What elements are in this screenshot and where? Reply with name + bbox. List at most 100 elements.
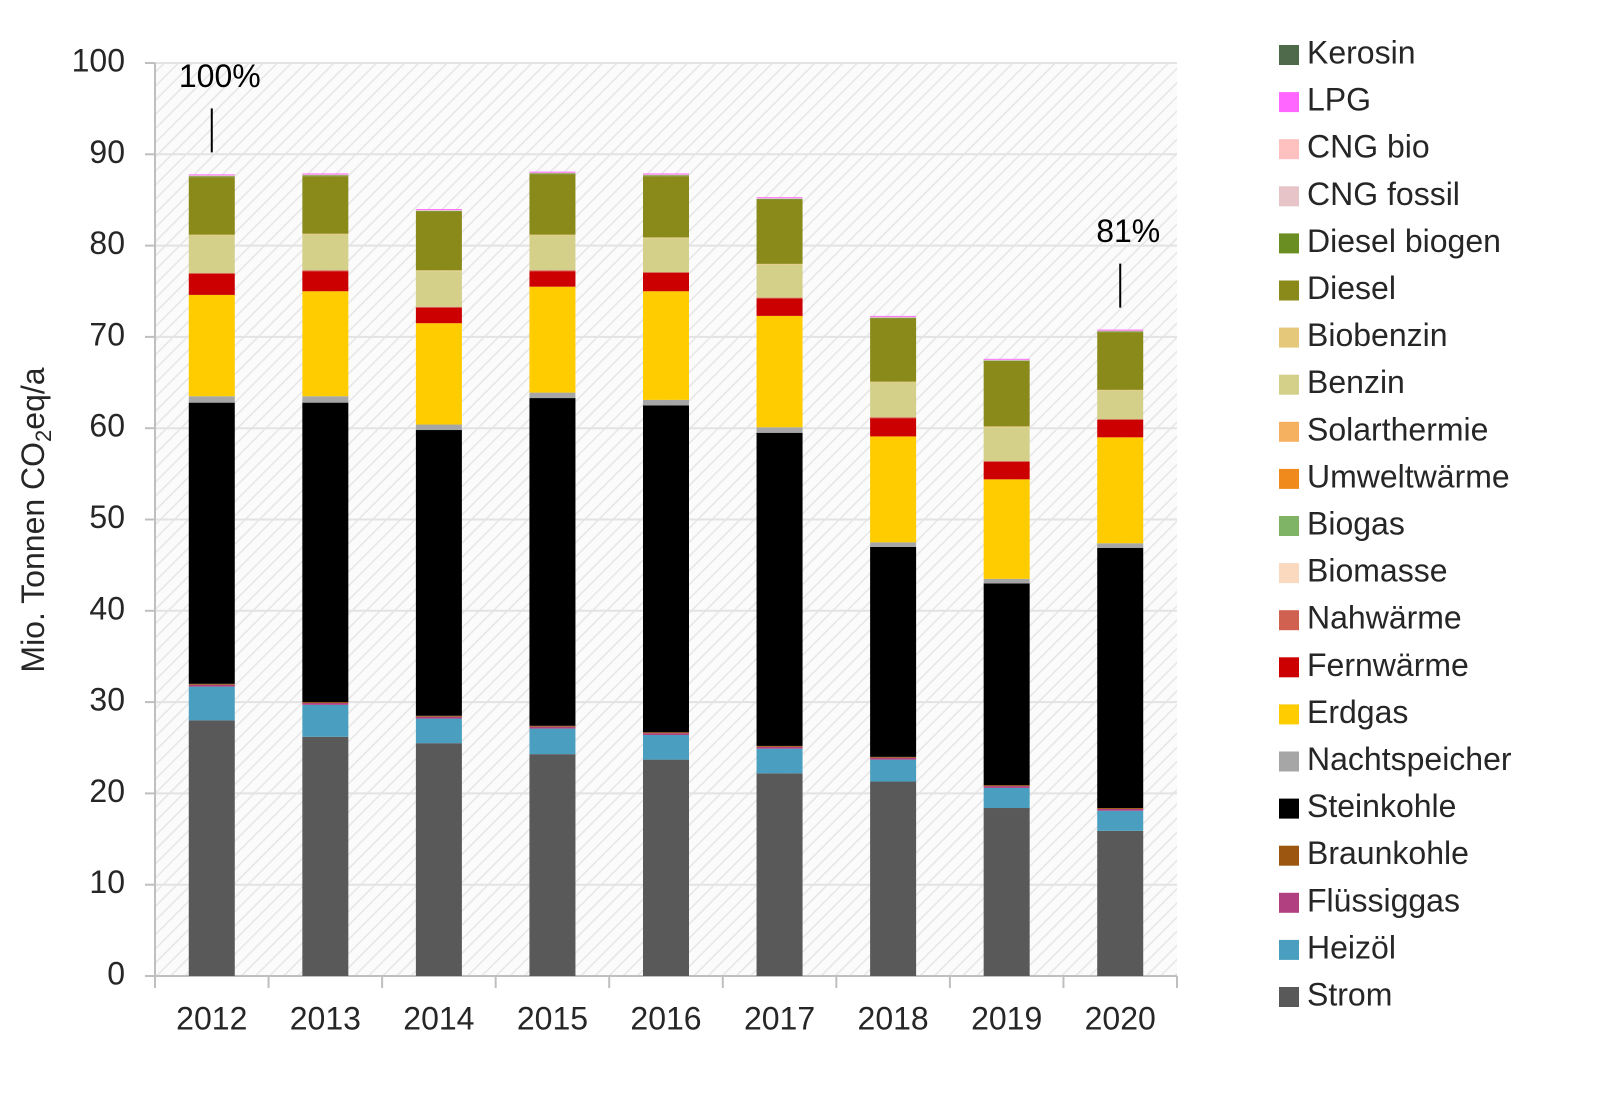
- legend-swatch: [1279, 92, 1299, 113]
- bar-segment: [529, 726, 576, 729]
- bar-segment: [983, 583, 1030, 786]
- legend-swatch: [1279, 45, 1299, 65]
- bar-segment: [415, 209, 462, 211]
- bar-segment: [1097, 390, 1144, 420]
- annotation: 100%: [179, 58, 261, 94]
- bar-segment: [415, 211, 462, 271]
- bar-segment: [415, 424, 462, 431]
- legend-label: Benzin: [1307, 364, 1405, 400]
- bar-segment: [1097, 329, 1144, 331]
- bar-segment: [188, 177, 235, 235]
- bar-segment: [643, 237, 689, 239]
- bar-segment: [415, 743, 462, 976]
- bar-segment: [529, 172, 576, 174]
- bar-segment: [188, 684, 235, 687]
- bar-segment: [643, 734, 689, 760]
- bar-segment: [756, 198, 803, 200]
- legend-swatch: [1279, 939, 1299, 960]
- bar-segment: [302, 704, 349, 737]
- bar-segment: [415, 718, 462, 744]
- bar-segment: [415, 210, 462, 212]
- bar-segment: [756, 297, 803, 299]
- legend-swatch: [1279, 421, 1299, 442]
- bar-segment: [983, 358, 1030, 360]
- bar-segment: [983, 578, 1030, 584]
- bar-segment: [188, 234, 235, 236]
- bar-segment: [529, 725, 576, 727]
- bar-segment: [415, 209, 462, 210]
- bar-segment: [302, 291, 349, 397]
- y-tick-label: 100: [72, 42, 125, 78]
- bar-segment: [756, 298, 803, 316]
- bar-segment: [529, 234, 576, 236]
- x-tick-label: 2018: [858, 1000, 929, 1036]
- bar-segment: [302, 176, 349, 234]
- annotation: 81%: [1096, 213, 1160, 249]
- legend-swatch: [1279, 233, 1299, 254]
- bar-segment: [756, 748, 803, 774]
- legend-label: Umweltwärme: [1307, 458, 1510, 494]
- legend-swatch: [1279, 657, 1299, 678]
- bar-segment: [756, 315, 803, 428]
- bar-segment: [302, 270, 349, 272]
- bar-segment: [983, 360, 1030, 362]
- bar-segment: [756, 432, 803, 746]
- bar-segment: [302, 234, 349, 271]
- legend-label: CNG bio: [1307, 129, 1430, 165]
- legend-label: Diesel biogen: [1307, 223, 1501, 259]
- legend-swatch: [1279, 704, 1299, 725]
- legend-swatch: [1279, 139, 1299, 160]
- bar-segment: [870, 382, 917, 418]
- bar-segment: [302, 233, 349, 235]
- legend-label: Biogas: [1307, 505, 1405, 541]
- bar-segment: [643, 732, 689, 734]
- bar-segment: [1097, 419, 1144, 438]
- bar-segment: [188, 175, 235, 177]
- bar-segment: [870, 756, 917, 758]
- bar-segment: [302, 736, 349, 976]
- legend-label: Flüssiggas: [1307, 882, 1460, 918]
- bar-segment: [529, 286, 576, 393]
- legend-swatch: [1279, 610, 1299, 631]
- bar-segment: [529, 398, 576, 726]
- bar-segment: [870, 436, 917, 543]
- bar-segment: [1097, 389, 1144, 391]
- bar-segment: [870, 417, 917, 419]
- bar-segment: [870, 317, 917, 319]
- legend-label: Erdgas: [1307, 694, 1408, 730]
- bar-segment: [1097, 543, 1144, 548]
- bar-segment: [643, 272, 689, 273]
- legend-label: Steinkohle: [1307, 788, 1456, 824]
- bar-segment: [983, 426, 1030, 428]
- y-tick-label: 80: [89, 225, 125, 261]
- bar-segment: [870, 757, 917, 760]
- x-tick-label: 2013: [290, 1000, 361, 1036]
- bar-segment: [1097, 437, 1144, 544]
- bar-segment: [643, 399, 689, 406]
- bar-segment: [643, 175, 689, 177]
- bar-segment: [870, 759, 917, 782]
- legend-swatch: [1279, 892, 1299, 913]
- bar-segment: [870, 381, 917, 383]
- bar-segment: [756, 199, 803, 200]
- legend-swatch: [1279, 845, 1299, 866]
- bar-segment: [1097, 808, 1144, 811]
- legend-label: Strom: [1307, 976, 1392, 1012]
- legend-label: Heizöl: [1307, 929, 1396, 965]
- bar-segment: [643, 174, 689, 176]
- legend-swatch: [1279, 516, 1299, 536]
- bar-segment: [1097, 547, 1144, 809]
- legend-label: Kerosin: [1307, 34, 1416, 70]
- bar-segment: [188, 294, 235, 397]
- bar-segment: [1097, 808, 1144, 809]
- bar-segment: [870, 542, 917, 547]
- bar-segment: [188, 402, 235, 684]
- bar-segment: [870, 781, 917, 976]
- bar-segment: [643, 405, 689, 733]
- bar-segment: [302, 702, 349, 704]
- bar-segment: [188, 396, 235, 403]
- bar-segment: [415, 716, 462, 719]
- y-tick-label: 50: [89, 499, 125, 535]
- legend-swatch: [1279, 563, 1299, 584]
- bar-segment: [1097, 332, 1144, 390]
